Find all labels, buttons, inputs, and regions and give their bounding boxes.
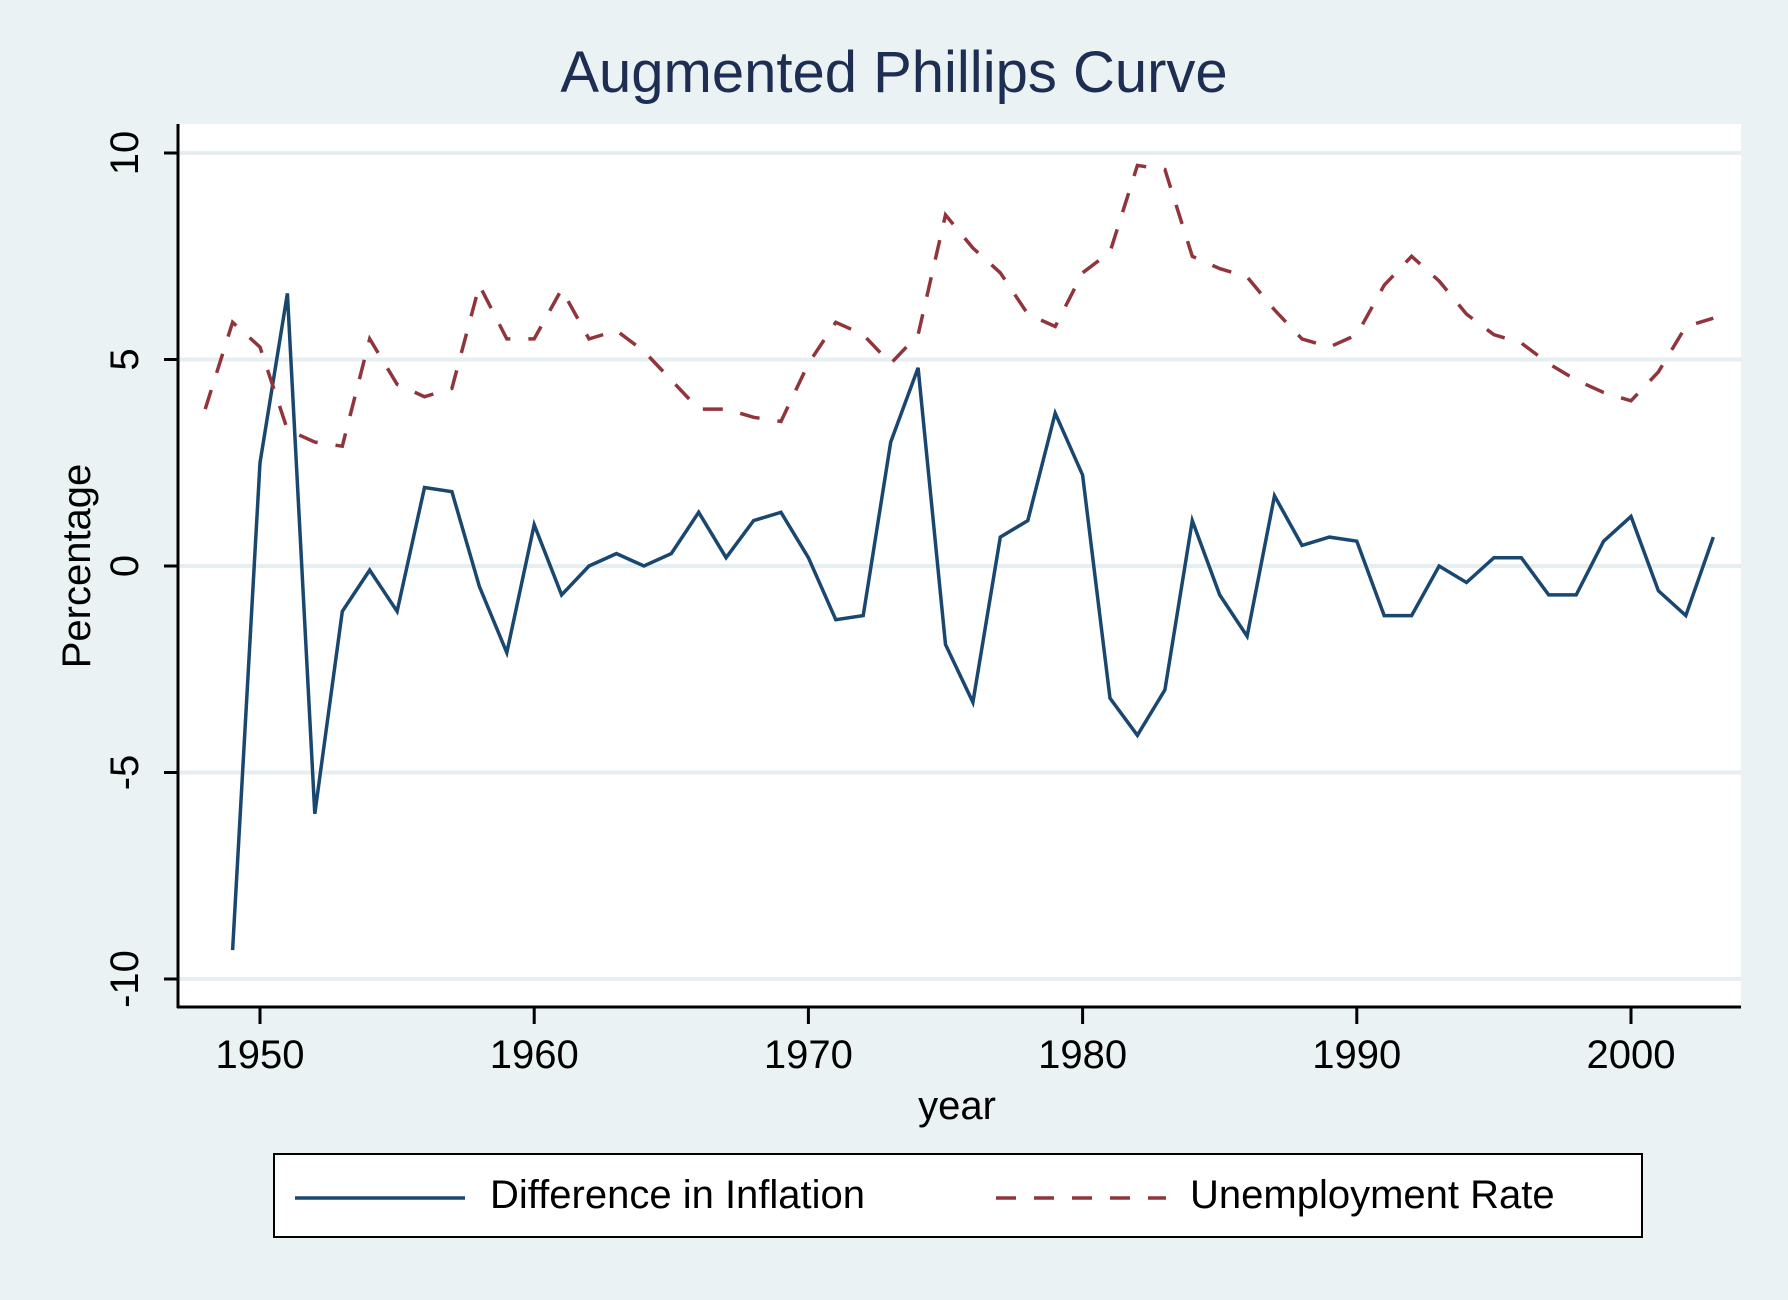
series-layer — [203, 163, 1715, 951]
y-tick-label: 0 — [103, 555, 147, 577]
x-tick-label: 1970 — [764, 1033, 853, 1077]
x-axis-title: year — [918, 1084, 996, 1128]
x-axis-ticks: 1950 1960 1970 1980 1990 2000 — [216, 1007, 1676, 1077]
series-line-unemployment — [203, 163, 1714, 449]
legend-swatches — [295, 1196, 1166, 1200]
x-tick-label: 1990 — [1312, 1033, 1401, 1077]
y-axis-ticks: -10 -5 0 5 10 — [103, 131, 178, 1008]
x-tick-label: 1950 — [216, 1033, 305, 1077]
x-tick-label: 2000 — [1587, 1033, 1676, 1077]
y-tick-label: 10 — [103, 131, 147, 176]
gridlines — [180, 151, 1741, 981]
y-axis-title: Percentage — [55, 464, 99, 669]
legend: Difference in Inflation Unemployment Rat… — [273, 1153, 1643, 1238]
y-tick-label: -10 — [103, 950, 147, 1008]
legend-label-unemployment: Unemployment Rate — [1190, 1173, 1555, 1217]
x-tick-label: 1980 — [1038, 1033, 1127, 1077]
series-line-inflation — [230, 293, 1715, 951]
legend-label-inflation: Difference in Inflation — [490, 1173, 866, 1217]
x-tick-label: 1960 — [490, 1033, 579, 1077]
y-tick-label: -5 — [103, 755, 147, 791]
chart-title: Augmented Phillips Curve — [560, 40, 1228, 105]
y-tick-label: 5 — [103, 348, 147, 370]
